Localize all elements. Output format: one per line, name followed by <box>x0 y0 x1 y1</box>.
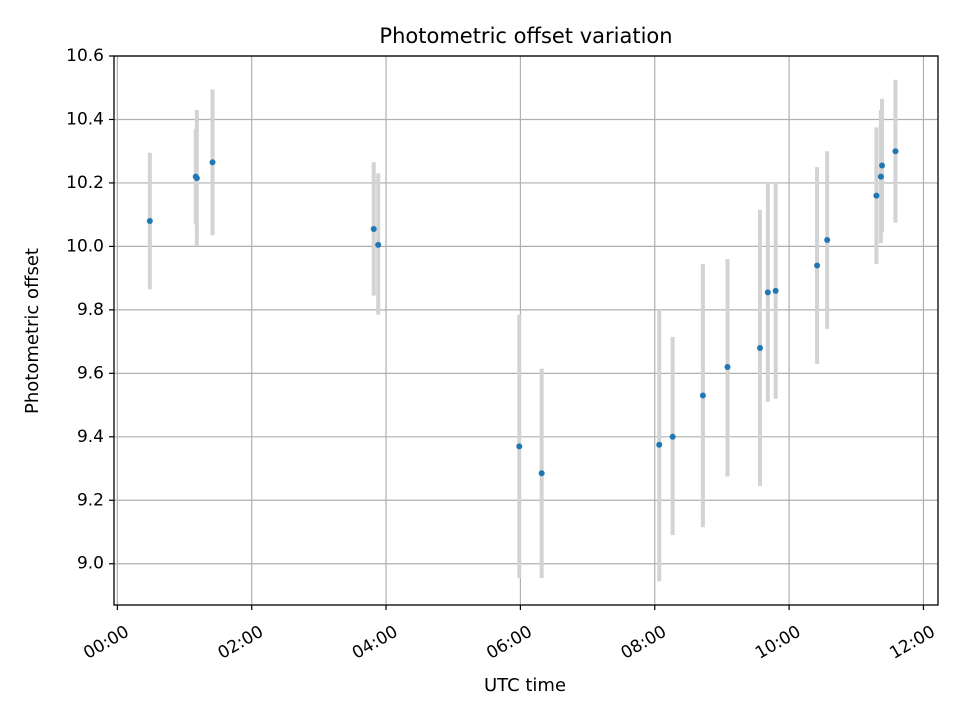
data-point <box>764 289 771 296</box>
y-tick-label: 9.6 <box>77 363 104 383</box>
data-point <box>516 443 523 450</box>
data-point <box>772 287 779 294</box>
data-point <box>756 344 763 351</box>
data-point <box>669 433 676 440</box>
data-point <box>877 173 884 180</box>
data-point <box>209 159 216 166</box>
y-tick-label: 10.0 <box>66 236 104 256</box>
y-axis: 9.0 9.2 9.4 9.6 9.8 10.0 10.2 10.4 10.6 <box>66 46 114 574</box>
data-point <box>370 225 377 232</box>
data-point <box>375 241 382 248</box>
data-point <box>814 262 821 269</box>
y-tick-label: 9.8 <box>77 300 104 320</box>
data-points <box>146 148 899 477</box>
grid <box>114 55 938 605</box>
y-tick-label: 10.4 <box>66 109 104 129</box>
y-tick-label: 10.6 <box>66 46 104 66</box>
y-tick-label: 9.4 <box>77 427 104 447</box>
data-point <box>656 441 663 448</box>
data-point <box>892 148 899 155</box>
plot-frame <box>113 55 939 606</box>
y-tick-label: 9.2 <box>77 490 104 510</box>
y-tick-label: 9.0 <box>77 554 104 574</box>
y-axis-title: Photometric offset <box>22 248 43 414</box>
x-axis-title: UTC time <box>484 675 566 696</box>
chart-title: Photometric offset variation <box>379 24 672 48</box>
data-point <box>824 237 831 244</box>
data-point <box>879 162 886 169</box>
data-point <box>146 218 153 225</box>
data-point <box>699 392 706 399</box>
data-point <box>724 363 731 370</box>
data-point <box>193 175 200 182</box>
data-point <box>538 470 545 477</box>
y-tick-label: 10.2 <box>66 173 104 193</box>
data-point <box>873 192 880 199</box>
